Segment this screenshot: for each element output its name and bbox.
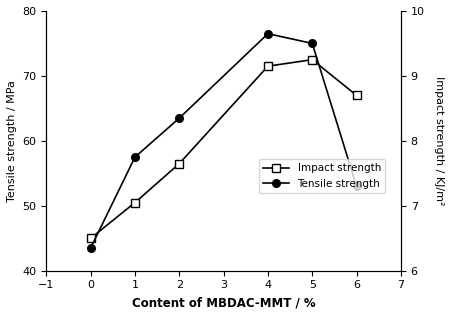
Tensile strength — [265, 32, 271, 36]
Impact strength — [265, 64, 271, 68]
Tensile strength — [177, 116, 182, 120]
Legend: Impact strength, Tensile strength: Impact strength, Tensile strength — [259, 159, 385, 193]
X-axis label: Content of MBDAC-MMT / %: Content of MBDAC-MMT / % — [132, 296, 315, 309]
Tensile strength — [354, 185, 359, 188]
Impact strength — [132, 201, 138, 204]
Tensile strength — [309, 41, 315, 45]
Tensile strength — [132, 155, 138, 159]
Line: Tensile strength: Tensile strength — [87, 30, 360, 252]
Impact strength — [354, 94, 359, 97]
Y-axis label: Tensile strength / MPa: Tensile strength / MPa — [7, 80, 17, 202]
Impact strength — [177, 162, 182, 166]
Impact strength — [309, 58, 315, 62]
Line: Impact strength: Impact strength — [87, 56, 360, 242]
Y-axis label: Impact strength / KJ/m²: Impact strength / KJ/m² — [434, 76, 444, 206]
Tensile strength — [88, 246, 93, 250]
Impact strength — [88, 236, 93, 240]
